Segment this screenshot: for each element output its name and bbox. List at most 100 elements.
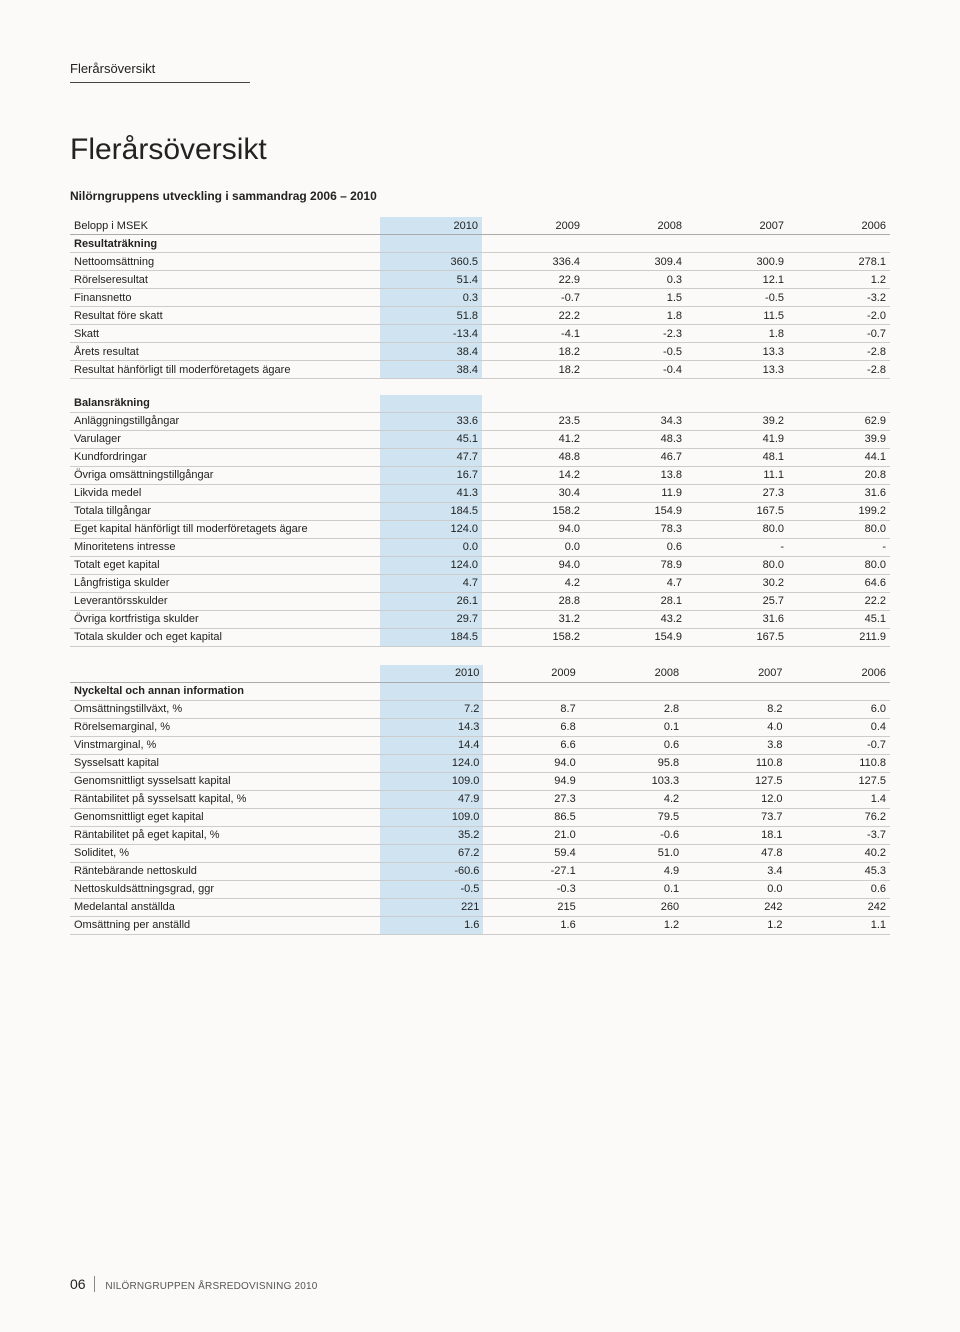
cell-value: 4.7 [380, 574, 482, 592]
cell-value: 242 [787, 898, 890, 916]
row-label: Leverantörsskulder [70, 592, 380, 610]
cell-value: 41.3 [380, 484, 482, 502]
row-label: Varulager [70, 430, 380, 448]
cell-value: 1.6 [483, 916, 579, 934]
cell-value: 167.5 [686, 502, 788, 520]
section-label: Balansräkning [70, 395, 380, 413]
cell-value: 18.1 [683, 826, 786, 844]
cell-value: 45.1 [380, 430, 482, 448]
cell-value: 48.1 [686, 448, 788, 466]
cell-value: 309.4 [584, 253, 686, 271]
row-label: Genomsnittligt sysselsatt kapital [70, 772, 380, 790]
financial-table-1: Belopp i MSEK20102009200820072006Resulta… [70, 217, 890, 647]
cell-value: 30.2 [686, 574, 788, 592]
cell-value: 22.2 [482, 307, 584, 325]
cell-value: 110.8 [787, 754, 890, 772]
cell-value: -27.1 [483, 862, 579, 880]
cell-value: 109.0 [380, 772, 483, 790]
cell-value: 38.4 [380, 343, 482, 361]
cell-value: -2.0 [788, 307, 890, 325]
cell-value: 94.9 [483, 772, 579, 790]
cell-value: 0.3 [380, 289, 482, 307]
cell-value: 278.1 [788, 253, 890, 271]
cell-value: 260 [580, 898, 683, 916]
cell-value: 76.2 [787, 808, 890, 826]
cell-value: 39.2 [686, 412, 788, 430]
cell-value: 3.4 [683, 862, 786, 880]
cell-value: 4.0 [683, 718, 786, 736]
cell-value: 51.0 [580, 844, 683, 862]
cell-value: - [686, 538, 788, 556]
cell-value: 16.7 [380, 466, 482, 484]
row-label: Totala skulder och eget kapital [70, 628, 380, 646]
cell-value: 184.5 [380, 502, 482, 520]
cell-value: - [788, 538, 890, 556]
cell-value: 28.8 [482, 592, 584, 610]
cell-value: 22.9 [482, 271, 584, 289]
cell-value: 67.2 [380, 844, 483, 862]
cell-value: 18.2 [482, 361, 584, 379]
cell-value: 30.4 [482, 484, 584, 502]
cell-value: -13.4 [380, 325, 482, 343]
cell-value: 103.3 [580, 772, 683, 790]
row-label: Genomsnittligt eget kapital [70, 808, 380, 826]
cell-value: 3.8 [683, 736, 786, 754]
row-label: Eget kapital hänförligt till moderföreta… [70, 520, 380, 538]
cell-value: 27.3 [483, 790, 579, 808]
cell-value: 1.5 [584, 289, 686, 307]
cell-value: 11.9 [584, 484, 686, 502]
cell-value: 59.4 [483, 844, 579, 862]
page-footer: 06 NILÖRNGRUPPEN ÅRSREDOVISNING 2010 [70, 1276, 318, 1292]
cell-value: 14.3 [380, 718, 483, 736]
cell-value: -0.5 [380, 880, 483, 898]
cell-value: 47.7 [380, 448, 482, 466]
cell-value: 51.4 [380, 271, 482, 289]
cell-value: -0.4 [584, 361, 686, 379]
cell-value: 48.3 [584, 430, 686, 448]
row-label: Räntabilitet på sysselsatt kapital, % [70, 790, 380, 808]
cell-value: -0.6 [580, 826, 683, 844]
cell-value: 62.9 [788, 412, 890, 430]
cell-value: 34.3 [584, 412, 686, 430]
year-header: 2006 [787, 665, 890, 683]
cell-value: 44.1 [788, 448, 890, 466]
cell-value: 6.8 [483, 718, 579, 736]
cell-value: 80.0 [788, 520, 890, 538]
cell-value: 360.5 [380, 253, 482, 271]
cell-value: 0.3 [584, 271, 686, 289]
cell-value: 18.2 [482, 343, 584, 361]
cell-value: 48.8 [482, 448, 584, 466]
cell-value: 1.6 [380, 916, 483, 934]
year-header: 2008 [584, 217, 686, 235]
cell-value: 0.0 [380, 538, 482, 556]
cell-value: 7.2 [380, 700, 483, 718]
cell-value: 20.8 [788, 466, 890, 484]
cell-value: 86.5 [483, 808, 579, 826]
year-header: 2006 [788, 217, 890, 235]
section-label: Resultaträkning [70, 235, 380, 253]
cell-value: 109.0 [380, 808, 483, 826]
year-header: 2009 [483, 665, 579, 683]
row-label: Totalt eget kapital [70, 556, 380, 574]
section-label: Nyckeltal och annan information [70, 682, 380, 700]
row-label: Övriga omsättningstillgångar [70, 466, 380, 484]
cell-value: 1.2 [683, 916, 786, 934]
cell-value: 127.5 [787, 772, 890, 790]
row-label: Finansnetto [70, 289, 380, 307]
cell-value: 14.2 [482, 466, 584, 484]
cell-value: -0.5 [686, 289, 788, 307]
cell-value: -0.5 [584, 343, 686, 361]
cell-value: -3.7 [787, 826, 890, 844]
cell-value: 1.8 [686, 325, 788, 343]
cell-value: 25.7 [686, 592, 788, 610]
row-label: Sysselsatt kapital [70, 754, 380, 772]
cell-value: 22.2 [788, 592, 890, 610]
cell-value: 124.0 [380, 754, 483, 772]
cell-value: 94.0 [482, 556, 584, 574]
cell-value: 43.2 [584, 610, 686, 628]
cell-value: 0.0 [683, 880, 786, 898]
cell-value: 38.4 [380, 361, 482, 379]
cell-value: 31.2 [482, 610, 584, 628]
cell-value: 28.1 [584, 592, 686, 610]
cell-value: -2.8 [788, 361, 890, 379]
